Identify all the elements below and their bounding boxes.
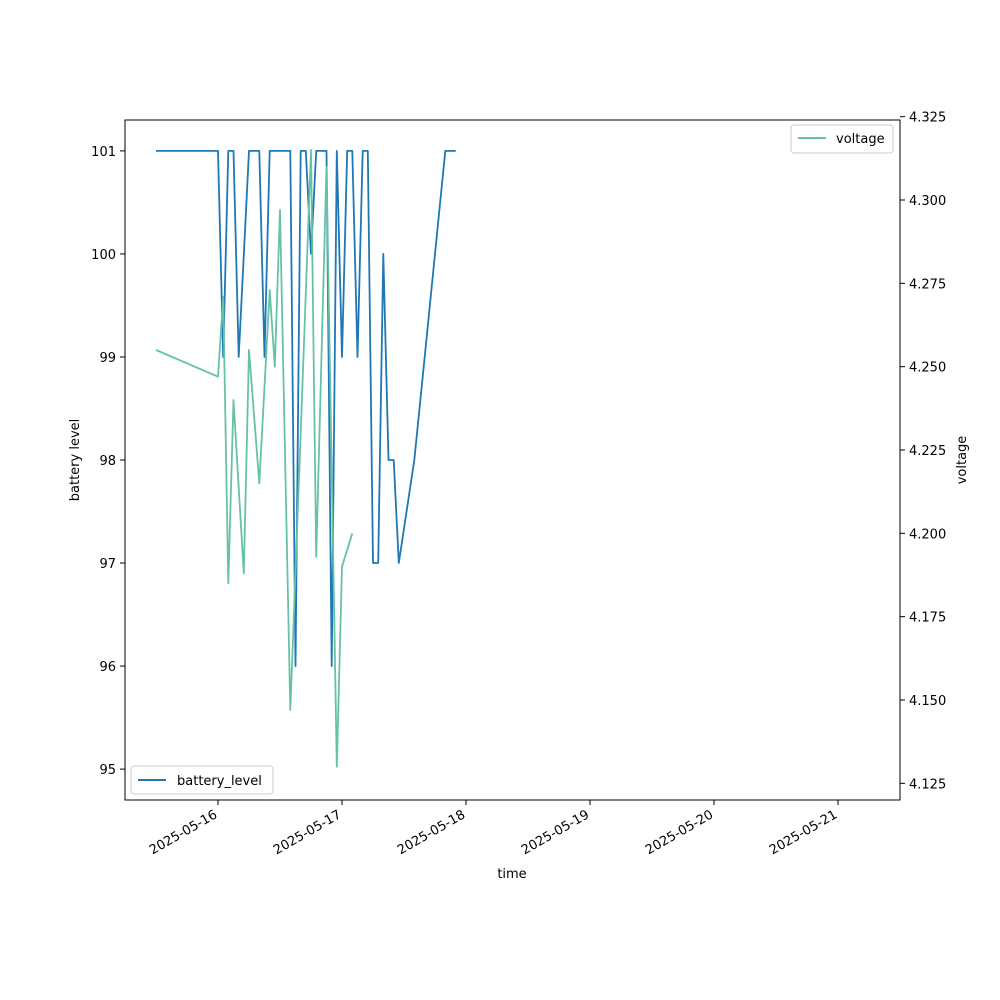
- series-line-battery-level: [156, 150, 456, 667]
- y2-tick-label: 4.225: [909, 444, 946, 459]
- y-tick-label: 99: [99, 351, 116, 366]
- y-tick-label: 100: [91, 248, 116, 263]
- x-axis-title: time: [497, 867, 526, 882]
- legend-battery: battery_level: [130, 765, 274, 795]
- y2-axis-title: voltage: [955, 436, 970, 485]
- legend-voltage-label: voltage: [836, 132, 885, 147]
- legend-battery-label: battery_level: [177, 774, 262, 789]
- y2-tick-label: 4.325: [909, 111, 946, 126]
- y2-tick-label: 4.300: [909, 194, 946, 209]
- y2-tick-label: 4.200: [909, 527, 946, 542]
- y-tick-label: 98: [99, 454, 116, 469]
- y-tick-label: 97: [99, 557, 116, 572]
- y-tick-label: 101: [91, 145, 116, 160]
- legend-voltage-box: [790, 124, 894, 154]
- y-axis-title: battery level: [68, 419, 83, 502]
- y-tick-label: 96: [99, 660, 116, 675]
- y2-tick-label: 4.250: [909, 361, 946, 376]
- y2-tick-label: 4.275: [909, 277, 946, 292]
- y2-tick-label: 4.150: [909, 694, 946, 709]
- y2-tick-label: 4.125: [909, 777, 946, 792]
- legend-battery-box: [130, 765, 274, 795]
- plot-area: [155, 149, 456, 768]
- series-line-voltage: [155, 149, 354, 768]
- y2-tick-label: 4.175: [909, 611, 946, 626]
- series-group: [155, 149, 456, 768]
- y-tick-label: 95: [99, 763, 116, 778]
- legend-voltage: voltage: [790, 124, 894, 154]
